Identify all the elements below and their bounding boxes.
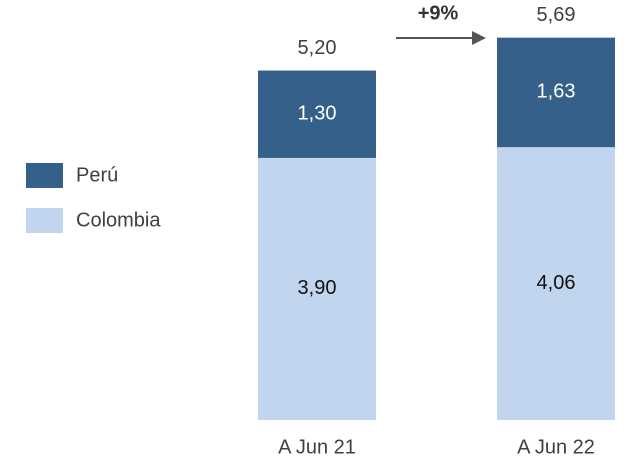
growth-annotation: +9% (418, 2, 459, 24)
value-label: 1,30 (298, 103, 337, 125)
legend-label: Perú (76, 164, 118, 186)
bar-segment (258, 70, 376, 158)
bar-segment (497, 147, 615, 420)
total-label: 5,69 (537, 4, 576, 26)
bar-segment (497, 37, 615, 148)
value-label: 3,90 (298, 277, 337, 299)
x-tick-label: A Jun 22 (517, 436, 595, 458)
x-tick-label: A Jun 21 (278, 436, 356, 458)
bar-segment (258, 157, 376, 421)
value-label: 4,06 (537, 272, 576, 294)
legend-label: Colombia (76, 209, 161, 231)
legend-swatch (26, 163, 63, 188)
value-label: 1,63 (537, 81, 576, 103)
legend-swatch (26, 208, 63, 233)
growth-arrow-head (472, 31, 486, 45)
total-label: 5,20 (298, 37, 337, 59)
